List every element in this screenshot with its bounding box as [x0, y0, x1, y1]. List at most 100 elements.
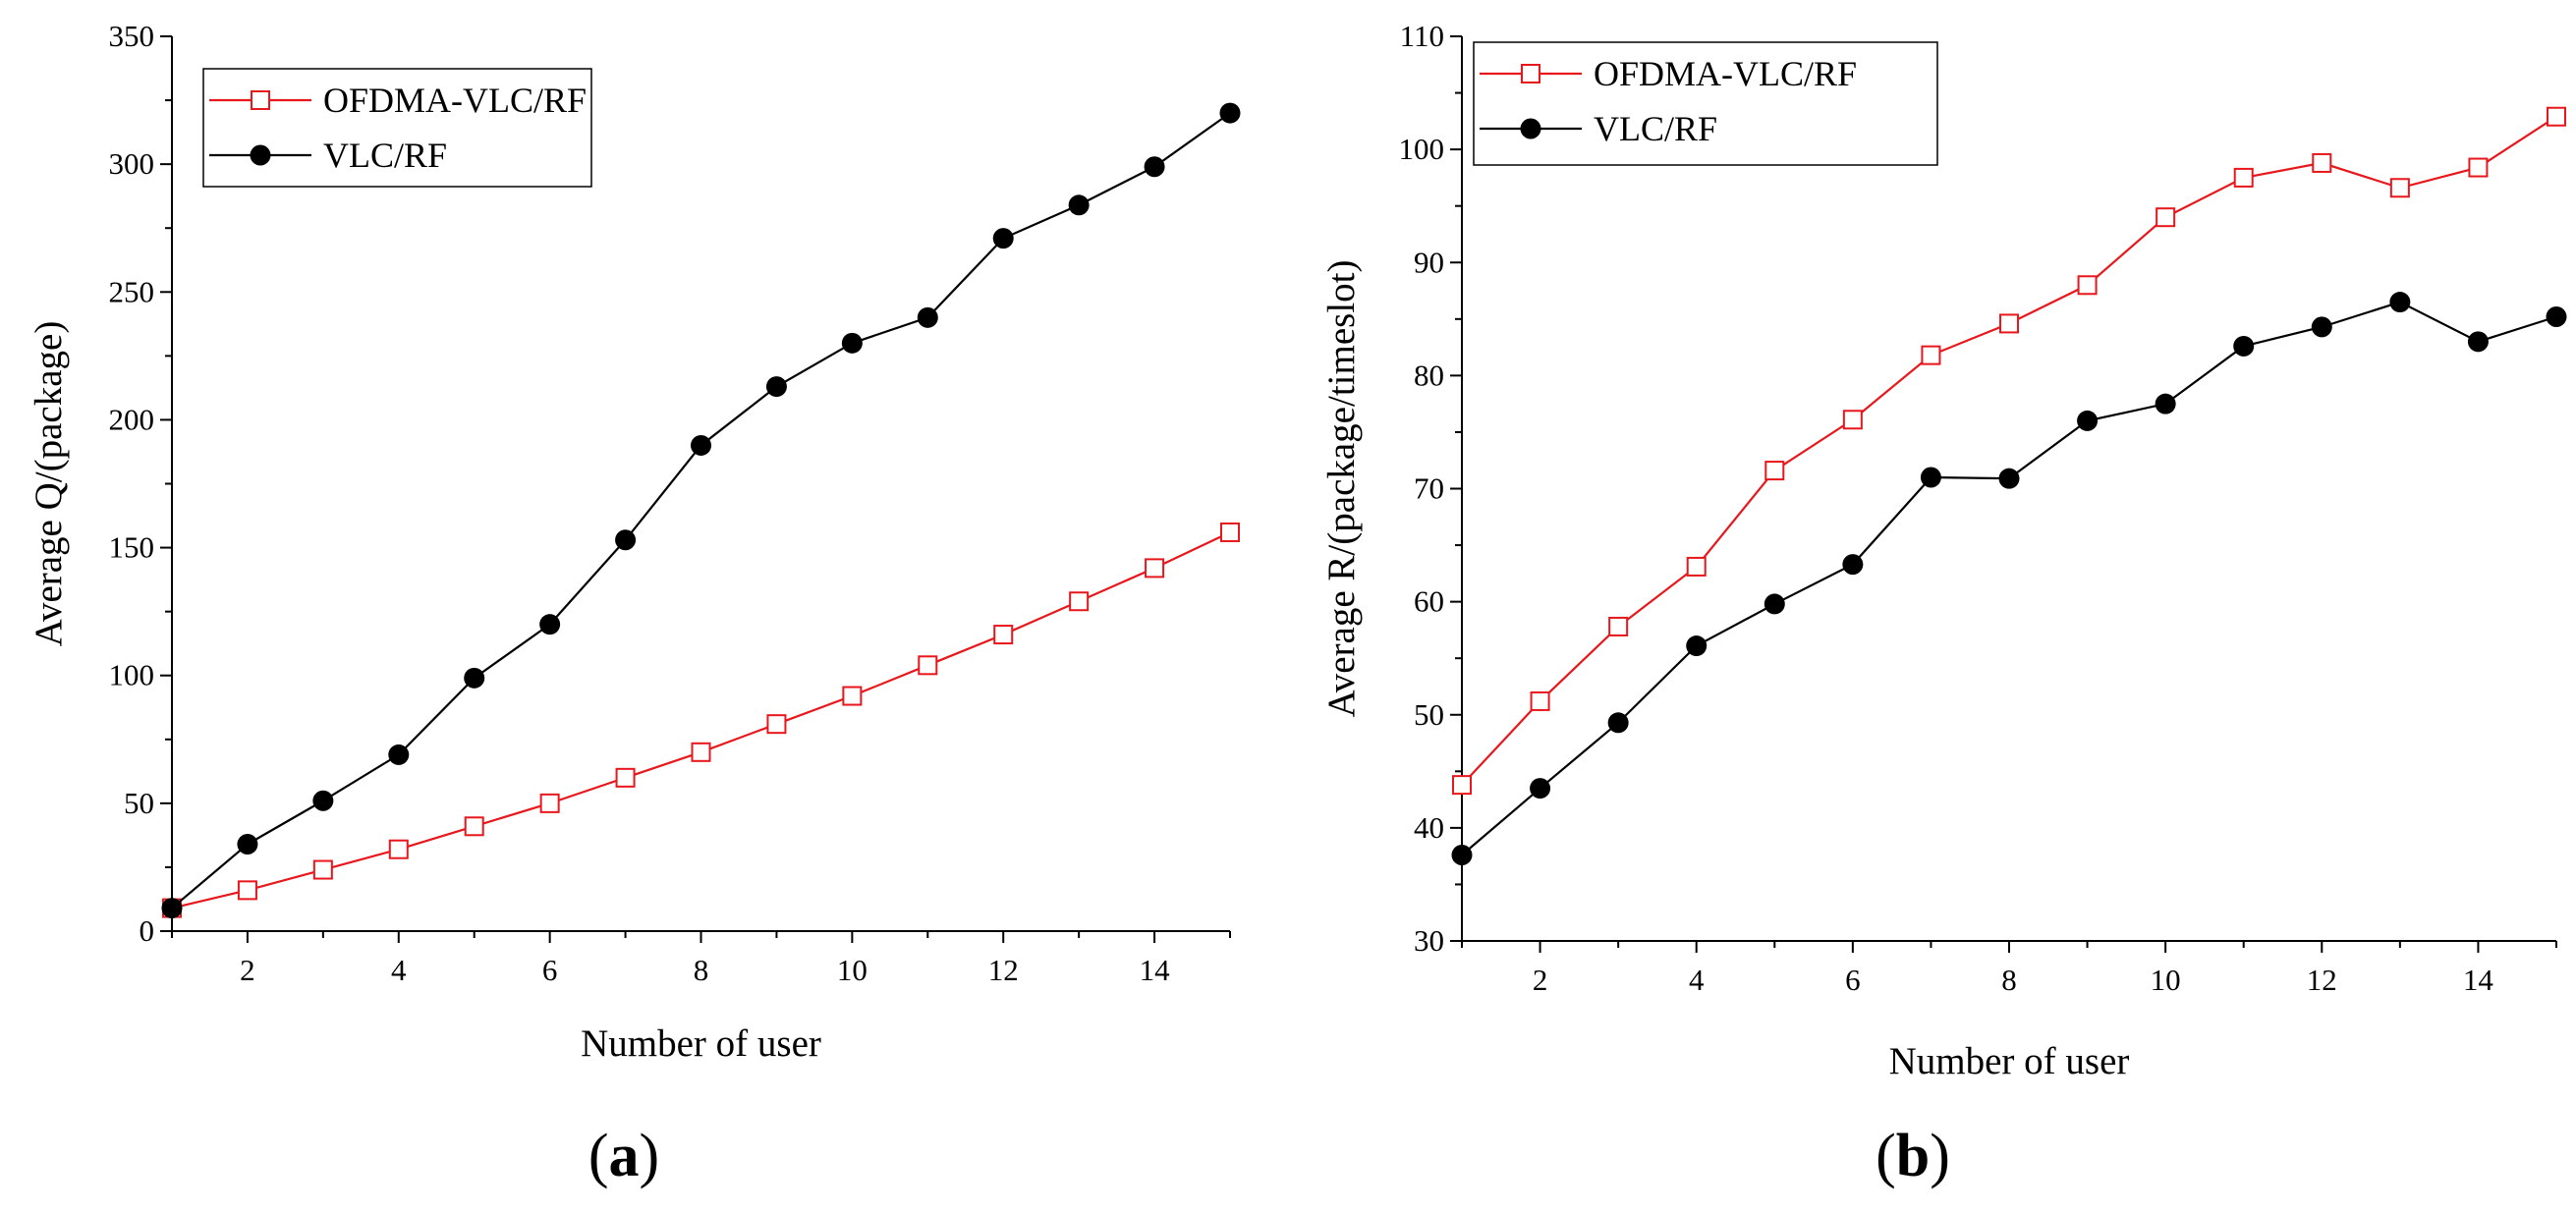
data-point-vlc-rf — [539, 614, 561, 635]
data-point-vlc-rf — [1219, 102, 1241, 124]
y-axis-title: Average Q/(package) — [28, 321, 70, 647]
legend-marker — [1521, 64, 1540, 83]
data-point-ofdma-vlc-rf — [1452, 775, 1472, 796]
data-point-vlc-rf — [2233, 335, 2255, 357]
x-tick-label: 14 — [2463, 963, 2494, 997]
data-point-ofdma-vlc-rf — [918, 655, 938, 676]
data-point-ofdma-vlc-rf — [2547, 106, 2566, 127]
chart-panel-b: 30 40 50 60 70 80 90 100 110 2 4 6 8 10 12 14 Number of … — [1320, 19, 2567, 1189]
data-point-ofdma-vlc-rf — [1999, 313, 2019, 334]
data-point-ofdma-vlc-rf — [2156, 207, 2176, 228]
data-point-ofdma-vlc-rf — [691, 742, 711, 762]
x-tick-label: 4 — [391, 953, 407, 987]
data-point-ofdma-vlc-rf — [1069, 591, 1090, 612]
data-point-ofdma-vlc-rf — [237, 880, 257, 901]
data-point-ofdma-vlc-rf — [312, 859, 333, 880]
x-tick-label: 10 — [837, 953, 868, 987]
x-tick-label: 2 — [240, 953, 255, 987]
legend-label: OFDMA-VLC/RF — [323, 81, 587, 120]
data-point-ofdma-vlc-rf — [842, 686, 863, 706]
x-tick-label: 6 — [1845, 963, 1861, 997]
data-point-ofdma-vlc-rf — [2312, 152, 2332, 173]
y-tick-label: 60 — [1414, 584, 1444, 619]
data-point-ofdma-vlc-rf — [615, 767, 636, 788]
data-point-vlc-rf — [1686, 635, 1708, 657]
y-tick-label: 300 — [109, 146, 155, 181]
data-point-vlc-rf — [1451, 845, 1473, 866]
data-point-ofdma-vlc-rf — [993, 625, 1014, 645]
legend-marker — [250, 144, 271, 166]
data-point-vlc-rf — [464, 667, 485, 689]
y-tick-label: 200 — [109, 402, 155, 436]
y-tick-label: 70 — [1414, 471, 1444, 506]
data-point-vlc-rf — [1144, 156, 1165, 178]
data-point-ofdma-vlc-rf — [1686, 556, 1707, 577]
data-point-vlc-rf — [161, 898, 183, 919]
legend-box — [1473, 41, 1938, 166]
data-point-vlc-rf — [615, 529, 637, 551]
data-point-vlc-rf — [2311, 316, 2332, 338]
data-point-vlc-rf — [2389, 292, 2411, 313]
data-point-ofdma-vlc-rf — [2077, 275, 2098, 296]
y-tick-label: 40 — [1414, 810, 1444, 845]
y-tick-label: 80 — [1414, 358, 1444, 392]
data-point-vlc-rf — [992, 228, 1014, 249]
series-line-ofdma-vlc-rf — [1461, 115, 2557, 786]
data-point-ofdma-vlc-rf — [766, 714, 787, 735]
x-tick-label: 8 — [694, 953, 709, 987]
panel-label: (a) — [588, 1123, 659, 1189]
data-point-ofdma-vlc-rf — [539, 793, 560, 813]
data-point-vlc-rf — [765, 376, 787, 398]
y-tick-label: 110 — [1400, 19, 1444, 53]
y-tick-label: 350 — [109, 19, 155, 53]
data-point-vlc-rf — [1764, 593, 1785, 615]
data-point-vlc-rf — [1842, 554, 1864, 576]
x-tick-label: 8 — [2001, 963, 2017, 997]
y-tick-label: 50 — [124, 786, 154, 820]
x-tick-label: 4 — [1689, 963, 1705, 997]
legend-marker — [251, 90, 270, 110]
y-tick-label: 250 — [109, 274, 155, 308]
data-point-ofdma-vlc-rf — [1530, 690, 1550, 711]
legend-label: OFDMA-VLC/RF — [1594, 54, 1857, 93]
data-point-ofdma-vlc-rf — [1764, 461, 1785, 481]
data-point-vlc-rf — [917, 306, 938, 328]
data-point-ofdma-vlc-rf — [1921, 345, 1941, 365]
series-line-ofdma-vlc-rf — [171, 530, 1231, 910]
legend-box — [202, 68, 592, 188]
data-point-ofdma-vlc-rf — [2389, 178, 2410, 198]
y-tick-label: 100 — [109, 658, 155, 692]
data-point-vlc-rf — [1530, 778, 1551, 800]
y-tick-label: 30 — [1414, 923, 1444, 958]
data-point-ofdma-vlc-rf — [1842, 410, 1863, 430]
x-tick-label: 2 — [1533, 963, 1548, 997]
data-point-ofdma-vlc-rf — [1145, 558, 1165, 579]
series-line-vlc-rf — [1461, 301, 2557, 856]
x-tick-label: 12 — [2307, 963, 2337, 997]
data-point-vlc-rf — [2077, 410, 2099, 431]
x-axis-title: Number of user — [581, 1022, 821, 1065]
legend-label: VLC/RF — [1594, 109, 1717, 148]
data-point-vlc-rf — [237, 834, 258, 855]
data-point-vlc-rf — [1068, 194, 1090, 216]
x-axis-title: Number of user — [1889, 1040, 2130, 1082]
data-point-ofdma-vlc-rf — [464, 816, 484, 837]
data-point-vlc-rf — [2546, 306, 2567, 328]
legend-marker — [1520, 118, 1541, 139]
data-point-vlc-rf — [312, 790, 334, 811]
x-tick-label: 6 — [542, 953, 558, 987]
data-point-ofdma-vlc-rf — [2233, 167, 2254, 188]
panel-label: (b) — [1876, 1123, 1950, 1189]
data-point-vlc-rf — [1607, 712, 1629, 734]
legend-label: VLC/RF — [323, 136, 447, 175]
y-tick-label: 150 — [109, 530, 155, 565]
data-point-vlc-rf — [2467, 331, 2489, 353]
y-axis-title: Average R/(package/timeslot) — [1320, 259, 1363, 717]
chart-panel-a: 0 50 100 150 200 250 300 350 2 4 6 8 10 12 14 Number of… — [28, 19, 1241, 1189]
data-point-vlc-rf — [388, 744, 410, 765]
x-tick-label: 10 — [2151, 963, 2181, 997]
series-line-vlc-rf — [171, 112, 1231, 910]
y-tick-label: 90 — [1414, 245, 1444, 279]
data-point-ofdma-vlc-rf — [1220, 522, 1240, 542]
